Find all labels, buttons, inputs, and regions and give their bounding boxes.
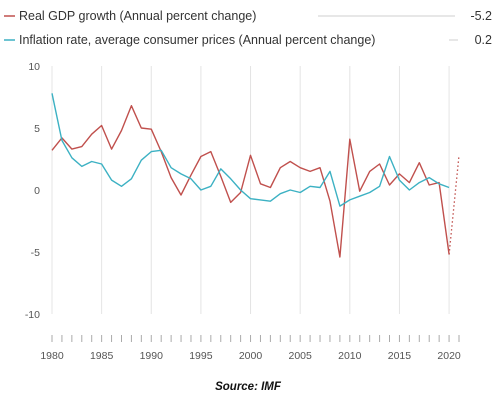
legend-label-inflation: Inflation rate, average consumer prices …	[19, 33, 375, 47]
x-tick-label-1990: 1990	[140, 350, 164, 362]
x-tick-label-1980: 1980	[40, 350, 64, 362]
x-tick-label-2015: 2015	[388, 350, 412, 362]
gridlines	[51, 66, 450, 314]
source-label: Source: IMF	[215, 381, 282, 393]
y-tick-label--5: -5	[31, 247, 40, 259]
series-line-1	[51, 93, 450, 207]
x-tick-label-2020: 2020	[437, 350, 461, 362]
x-tick-label-1985: 1985	[90, 350, 114, 362]
legend-value-gdp: -5.2	[470, 9, 492, 23]
x-tick-label-2000: 2000	[239, 350, 263, 362]
series-projection-0	[448, 155, 460, 255]
legend-item-gdp[interactable]: Real GDP growth (Annual percent change) …	[4, 9, 492, 23]
series-lines	[51, 93, 460, 258]
y-tick-label-5: 5	[34, 123, 40, 135]
y-tick-label-10: 10	[28, 61, 40, 73]
legend-value-inflation: 0.2	[475, 33, 492, 47]
y-tick-label-0: 0	[34, 185, 40, 197]
x-tick-label-2010: 2010	[338, 350, 362, 362]
x-axis: 1980 1985 1990 1995 2000 2005 2010 2015 2020	[40, 335, 461, 362]
series-line-0	[51, 104, 450, 258]
x-tick-label-2005: 2005	[288, 350, 312, 362]
y-tick-label--10: -10	[25, 309, 40, 321]
x-tick-label-1995: 1995	[189, 350, 213, 362]
legend: Real GDP growth (Annual percent change) …	[4, 9, 492, 47]
legend-item-inflation[interactable]: Inflation rate, average consumer prices …	[4, 33, 492, 47]
y-axis: 10 5 0 -5 -10	[25, 61, 40, 321]
legend-label-gdp: Real GDP growth (Annual percent change)	[19, 9, 256, 23]
